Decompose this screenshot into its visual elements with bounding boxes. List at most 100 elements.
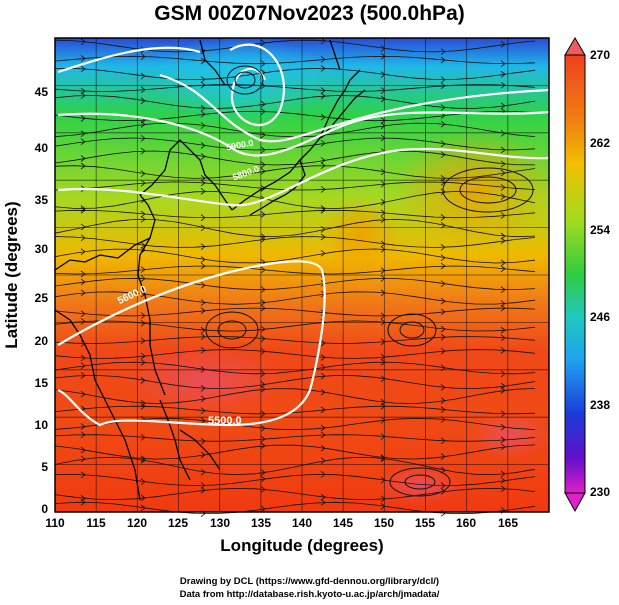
stream-arrow	[260, 425, 266, 432]
colorbar-max-arrow	[564, 37, 586, 56]
stream-arrow	[320, 471, 326, 478]
stream-arrow	[80, 38, 86, 46]
stream-arrow	[320, 406, 326, 414]
stream-arrow	[200, 174, 206, 182]
stream-arrow	[140, 97, 146, 105]
x-tick: 120	[126, 516, 148, 530]
stream-arrow	[200, 110, 206, 118]
streamline	[54, 473, 536, 487]
stream-arrow	[140, 402, 146, 410]
stream-arrow	[320, 388, 326, 396]
stream-arrow	[140, 134, 146, 142]
stream-arrow	[80, 130, 86, 137]
stream-arrow	[260, 146, 266, 154]
stream-arrow	[200, 104, 206, 112]
streamline	[54, 336, 536, 344]
streamline	[54, 388, 536, 404]
streamline	[54, 320, 536, 332]
stream-arrow	[500, 410, 506, 418]
cool-region	[150, 35, 330, 125]
stream-arrow	[140, 53, 146, 60]
stream-arrow	[440, 333, 446, 341]
stream-arrow	[260, 266, 266, 274]
chart-title: GSM 00Z07Nov2023 (500.0hPa)	[154, 2, 465, 25]
stream-arrow	[260, 233, 266, 241]
stream-arrow	[500, 326, 506, 334]
stream-arrow	[320, 65, 326, 72]
stream-arrow	[200, 262, 206, 270]
stream-arrow	[380, 318, 386, 326]
stream-arrow	[260, 39, 266, 47]
x-tick: 130	[209, 516, 231, 530]
stream-arrow	[200, 57, 206, 65]
stream-arrow	[140, 86, 146, 94]
stream-arrow	[500, 347, 506, 354]
stream-arrow	[380, 338, 386, 346]
stream-arrow	[140, 377, 146, 384]
stream-arrow	[260, 108, 266, 115]
stream-arrow	[440, 254, 446, 262]
stream-arrow	[500, 286, 506, 293]
stream-arrow	[200, 214, 206, 222]
stream-arrow	[80, 372, 86, 379]
stream-arrow	[80, 318, 86, 325]
colorbar-tick: 246	[590, 310, 611, 324]
y-tick: 15	[34, 376, 48, 390]
stream-arrow	[440, 297, 446, 305]
stream-arrow	[500, 212, 506, 219]
stream-arrow	[500, 102, 506, 110]
streamline	[54, 110, 536, 122]
stream-arrow	[500, 387, 506, 394]
stream-arrow	[80, 65, 86, 73]
stream-arrow	[200, 437, 206, 445]
stream-arrow	[80, 431, 86, 439]
stream-arrow	[380, 209, 386, 217]
stream-arrow	[200, 333, 206, 341]
stream-arrow	[200, 188, 206, 195]
plot-frame	[54, 37, 550, 513]
stream-arrow	[80, 115, 86, 122]
stream-arrow	[380, 455, 386, 463]
stream-arrow	[80, 455, 86, 463]
stream-arrow	[140, 359, 146, 366]
streamline	[54, 374, 536, 390]
stream-arrow	[260, 236, 266, 243]
stream-arrow	[440, 222, 446, 229]
stream-arrow	[80, 234, 86, 242]
stream-arrow	[200, 122, 206, 129]
stream-arrow	[320, 499, 326, 506]
stream-arrow	[140, 456, 146, 464]
stream-arrow	[440, 482, 446, 489]
stream-arrow	[500, 193, 506, 200]
stream-arrow	[200, 243, 206, 250]
stream-arrow	[80, 289, 86, 297]
stream-arrow	[440, 347, 446, 355]
stream-arrow	[500, 443, 506, 451]
stream-arrow	[260, 335, 266, 343]
stream-arrow	[200, 486, 206, 494]
stream-arrow	[440, 82, 446, 90]
stream-arrow	[200, 299, 206, 306]
stream-arrow	[260, 410, 266, 418]
stream-arrow	[500, 146, 506, 154]
stream-arrow	[140, 210, 146, 218]
stream-arrow	[80, 278, 86, 286]
coastline	[54, 39, 366, 501]
stream-arrow	[80, 270, 86, 278]
colorbar-tick: 270	[590, 48, 611, 62]
stream-arrow	[140, 312, 146, 319]
stream-arrow	[320, 354, 326, 361]
streamline	[54, 236, 536, 248]
colorbar	[564, 37, 586, 513]
y-tick: 10	[34, 418, 48, 432]
streamline	[54, 248, 536, 264]
x-tick: 155	[414, 516, 436, 530]
y-tick: 35	[34, 193, 48, 207]
stream-arrow	[200, 417, 206, 425]
stream-arrow	[260, 60, 266, 67]
stream-arrow	[380, 275, 386, 282]
streamline	[54, 137, 536, 151]
stream-arrow	[320, 431, 326, 439]
contour-label: 5500.0	[208, 415, 242, 427]
streamline	[54, 165, 536, 179]
